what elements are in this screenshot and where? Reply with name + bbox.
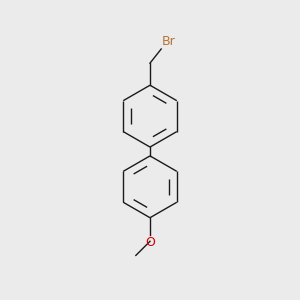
Text: O: O — [145, 236, 155, 249]
Text: Br: Br — [162, 35, 176, 48]
